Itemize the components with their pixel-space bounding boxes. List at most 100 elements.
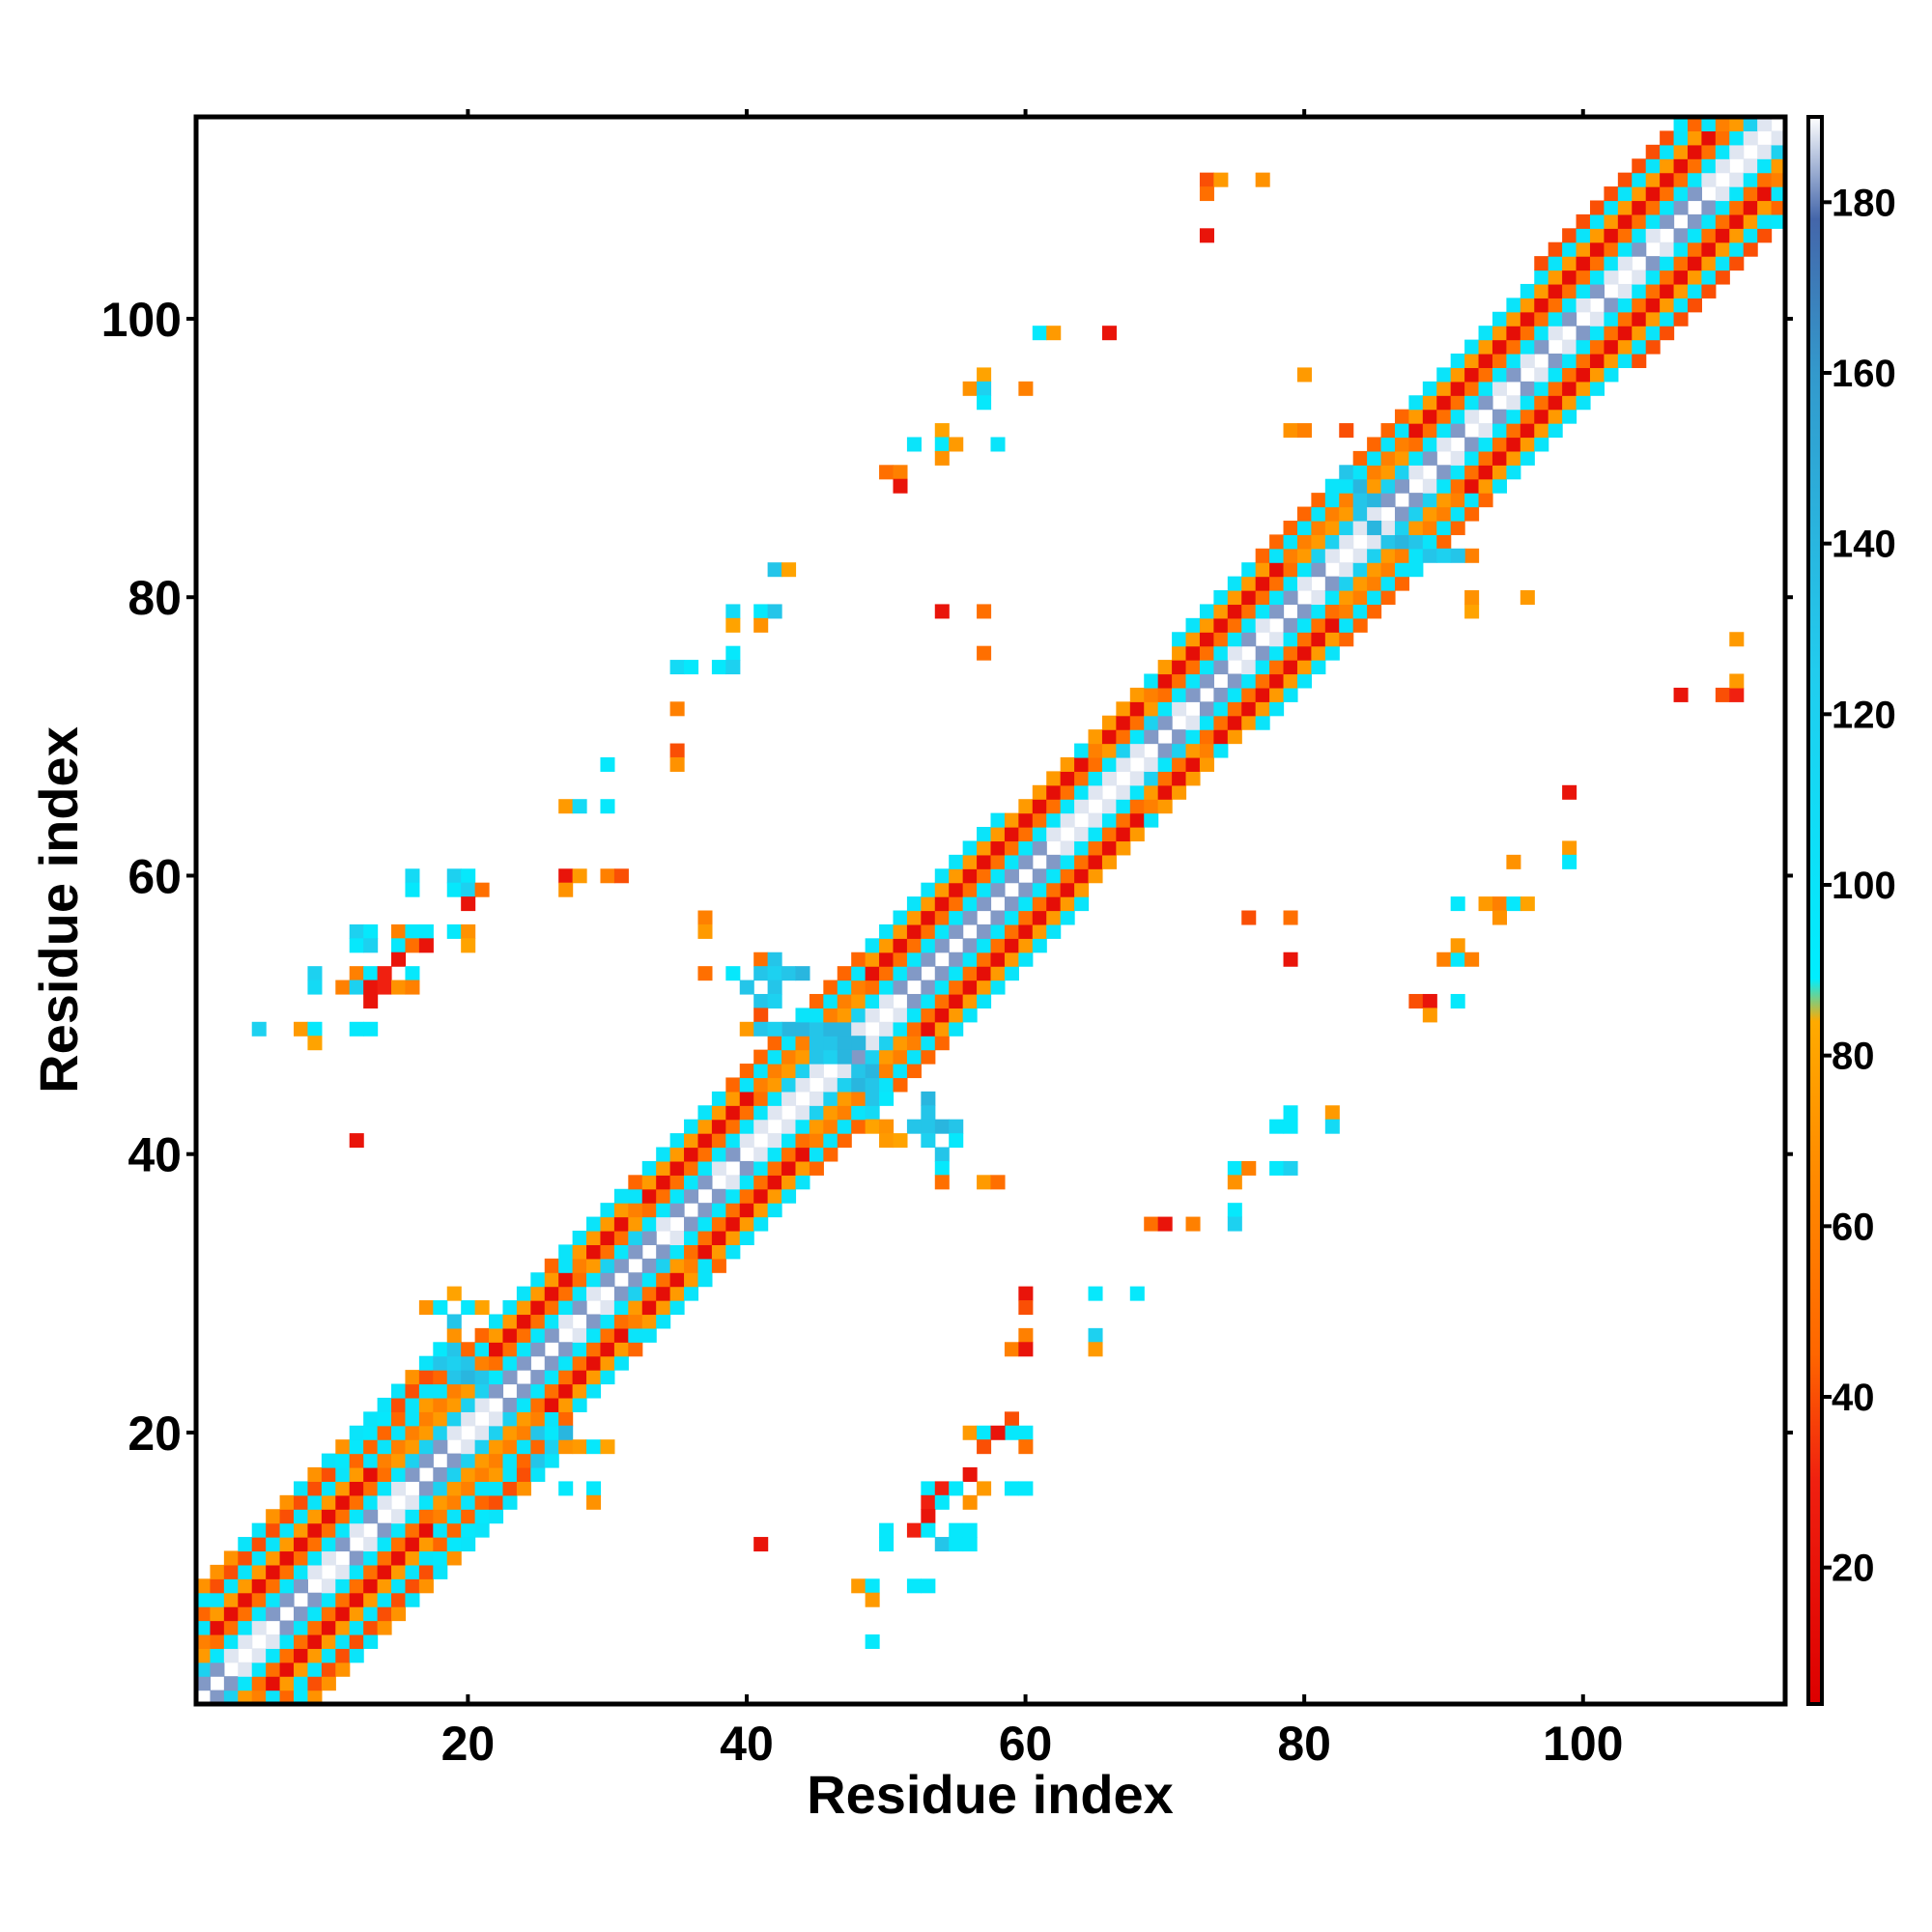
heatmap-cell (1269, 604, 1285, 619)
heatmap-cell (405, 1397, 420, 1412)
heatmap-cell (1018, 910, 1034, 925)
heatmap-cell (1701, 130, 1717, 146)
heatmap-cell (405, 938, 420, 953)
heatmap-cell (1687, 117, 1703, 132)
heatmap-cell (1757, 117, 1773, 132)
heatmap-cell (238, 1564, 253, 1579)
x-axis-ticks: 20 40 60 80 100 (441, 109, 1623, 1771)
heatmap-cell (223, 1676, 239, 1691)
heatmap-cell (879, 1119, 895, 1134)
heatmap-cell (335, 1509, 351, 1524)
heatmap-cell (502, 1355, 518, 1371)
heatmap-cell (558, 1481, 574, 1496)
heatmap-cell (1645, 144, 1661, 159)
heatmap-cell (613, 1286, 629, 1301)
heatmap-cell (656, 1314, 671, 1329)
heatmap-cell (656, 1300, 671, 1316)
heatmap-cell (502, 1314, 518, 1329)
heatmap-cell (1172, 645, 1187, 661)
heatmap-cell (349, 1620, 364, 1635)
heatmap-cell (405, 1522, 420, 1538)
heatmap-cell (349, 1592, 364, 1607)
heatmap-cell (474, 1481, 490, 1496)
heatmap-cell (1589, 213, 1605, 229)
heatmap-cell (767, 1175, 782, 1190)
heatmap-cell (1604, 270, 1619, 285)
heatmap-cell (1645, 256, 1661, 271)
heatmap-cell (1185, 771, 1201, 786)
heatmap-cell (1352, 465, 1368, 480)
heatmap-cell (558, 799, 574, 814)
heatmap-cell (1450, 465, 1465, 480)
heatmap-cell (893, 938, 908, 953)
heatmap-cell (1241, 660, 1257, 675)
heatmap-cell (502, 1300, 518, 1316)
heatmap-cell (1074, 756, 1090, 772)
heatmap-cell (1227, 701, 1242, 717)
heatmap-cell (934, 1481, 950, 1496)
heatmap-cell (1283, 548, 1298, 563)
heatmap-cell (684, 1258, 699, 1273)
heatmap-cell (1074, 827, 1090, 842)
heatmap-cell (934, 1537, 950, 1552)
heatmap-cell (906, 1578, 922, 1594)
heatmap-cell (558, 1383, 574, 1399)
heatmap-cell (377, 1564, 392, 1579)
heatmap-cell (851, 1077, 867, 1093)
heatmap-cell (307, 1509, 323, 1524)
heatmap-cell (1046, 923, 1062, 939)
heatmap-cell (656, 1286, 671, 1301)
heatmap-cell (1032, 882, 1047, 897)
heatmap-cell (1255, 604, 1270, 619)
heatmap-cell (1492, 450, 1507, 466)
heatmap-cell (446, 1314, 462, 1329)
heatmap-cell (1506, 465, 1521, 480)
heatmap-cell (418, 1522, 434, 1538)
heatmap-cell (377, 1439, 392, 1455)
heatmap-cell (628, 1244, 643, 1260)
heatmap-cell (572, 1355, 587, 1371)
heatmap-cell (990, 1425, 1006, 1440)
heatmap-cell (669, 701, 685, 717)
heatmap-cell (1548, 242, 1563, 257)
heatmap-cell (1506, 326, 1521, 341)
heatmap-cell (1492, 896, 1507, 912)
heatmap-cell (516, 1411, 531, 1427)
heatmap-cell (1199, 660, 1214, 675)
heatmap-cell (363, 1564, 379, 1579)
heatmap-cell (1729, 228, 1745, 243)
heatmap-cell (809, 1091, 824, 1106)
heatmap-cell (1673, 117, 1689, 132)
x-tick-label: 60 (999, 1717, 1053, 1771)
heatmap-cell (795, 1160, 810, 1176)
heatmap-cell (725, 1203, 741, 1218)
heatmap-cell (1339, 632, 1354, 647)
heatmap-cell (711, 1230, 726, 1245)
heatmap-cell (865, 993, 880, 1009)
heatmap-cell (1478, 367, 1493, 383)
heatmap-cell (906, 437, 922, 452)
heatmap-cell (725, 660, 741, 675)
heatmap-cell (1450, 478, 1465, 494)
heatmap-cell (1548, 283, 1563, 298)
heatmap-cell (656, 1203, 671, 1218)
heatmap-cell (893, 1077, 908, 1093)
heatmap-cell (1645, 158, 1661, 174)
heatmap-cell (1450, 520, 1465, 535)
heatmap-cell (1701, 172, 1717, 187)
heatmap-cell (711, 1091, 726, 1106)
heatmap-cell (544, 1314, 559, 1329)
heatmap-cell (1394, 576, 1409, 591)
y-tick-label: 20 (128, 1406, 182, 1461)
heatmap-cell (1380, 450, 1396, 466)
heatmap-cell (725, 604, 741, 619)
heatmap-cell (349, 1494, 364, 1510)
heatmap-cell (1311, 617, 1326, 633)
heatmap-cell (1296, 673, 1312, 689)
heatmap-cell (781, 1133, 797, 1149)
heatmap-cell (1129, 784, 1145, 800)
heatmap-cell (294, 1606, 309, 1622)
heatmap-cell (1004, 896, 1019, 912)
